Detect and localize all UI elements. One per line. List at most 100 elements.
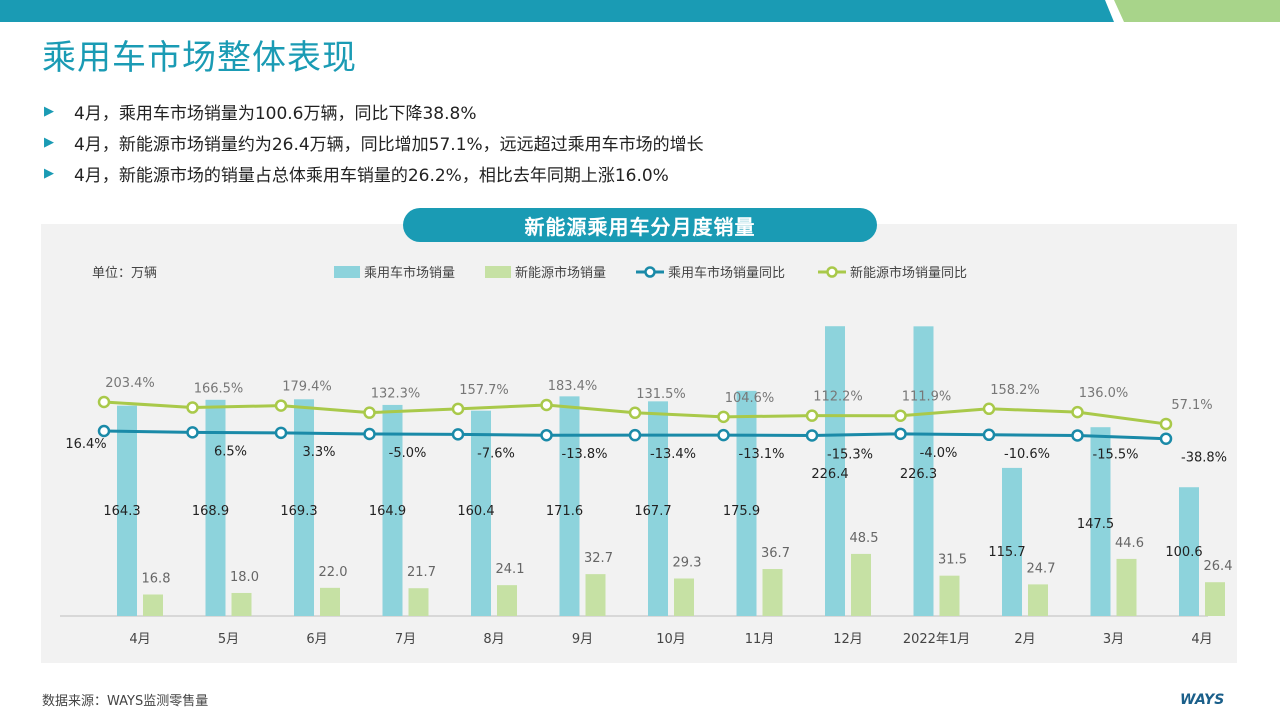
bar-nev <box>1205 582 1225 616</box>
marker-nev-yoy <box>186 401 199 414</box>
bar-total <box>825 326 845 616</box>
bar-label-nev: 32.7 <box>584 551 613 566</box>
top-banner-blue <box>0 0 1114 22</box>
marker-total-yoy <box>186 426 199 439</box>
marker-total-yoy <box>363 427 376 441</box>
legend-marker <box>826 266 838 278</box>
x-tick-label: 9月 <box>572 632 593 647</box>
label-total-yoy: -13.4% <box>650 447 696 462</box>
legend-label: 新能源市场销量 <box>515 265 606 281</box>
x-tick-label: 11月 <box>745 632 775 647</box>
bar-nev <box>674 578 694 616</box>
marker-nev-yoy <box>982 402 996 416</box>
marker-nev-yoy <box>274 399 288 412</box>
bullet-text: 4月，乘用车市场销量为100.6万辆，同比下降38.8% <box>74 104 477 124</box>
bar-nev <box>1116 558 1137 616</box>
label-nev-yoy: 132.3% <box>371 387 421 402</box>
bar-label-nev: 24.1 <box>496 562 525 577</box>
x-tick-label: 4月 <box>1191 632 1212 647</box>
unit-label: 单位：万辆 <box>92 266 157 281</box>
bar-nev <box>851 553 871 616</box>
bar-label-nev: 29.3 <box>673 555 702 570</box>
marker-total-yoy <box>1159 432 1173 445</box>
marker-total-yoy <box>628 428 642 442</box>
label-nev-yoy: 166.5% <box>194 382 244 397</box>
page-title: 乘用车市场整体表现 <box>42 38 357 78</box>
label-total-yoy: 16.4% <box>65 437 106 452</box>
bar-label-nev: 22.0 <box>319 565 348 580</box>
bullet-text: 4月，新能源市场销量约为26.4万辆，同比增加57.1%，远远超过乘用车市场的增… <box>74 135 704 155</box>
bar-total <box>913 326 934 616</box>
bar-total <box>294 399 314 616</box>
x-tick-label: 2022年1月 <box>903 632 970 647</box>
bar-label-total: 226.4 <box>811 467 848 482</box>
x-tick-label: 4月 <box>129 632 150 647</box>
marker-nev-yoy <box>1071 405 1084 419</box>
bar-nev <box>231 592 252 616</box>
bar-label-total: 175.9 <box>723 504 760 519</box>
chart-title: 新能源乘用车分月度销量 <box>403 208 877 242</box>
label-nev-yoy: 158.2% <box>990 383 1040 398</box>
bar-label-nev: 21.7 <box>407 565 436 580</box>
legend-swatch <box>485 266 511 278</box>
marker-total-yoy <box>97 424 111 438</box>
x-tick-label: 10月 <box>656 632 686 647</box>
x-tick-label: 2月 <box>1014 632 1035 647</box>
x-tick-label: 6月 <box>306 632 327 647</box>
bar-label-nev: 36.7 <box>761 546 790 561</box>
marker-nev-yoy <box>540 398 553 412</box>
marker-nev-yoy <box>1159 417 1173 431</box>
bar-nev <box>762 569 783 616</box>
label-nev-yoy: 131.5% <box>636 387 686 402</box>
x-tick-label: 7月 <box>395 632 416 647</box>
label-total-yoy: -7.6% <box>477 446 515 461</box>
label-nev-yoy: 157.7% <box>459 383 509 398</box>
bar-nev <box>497 585 517 616</box>
bar-label-total: 164.9 <box>369 504 406 519</box>
top-banner-green <box>1114 0 1280 22</box>
bar-label-nev: 31.5 <box>938 553 967 568</box>
bar-label-nev: 48.5 <box>850 531 879 546</box>
bar-label-total: 169.3 <box>280 504 317 519</box>
label-total-yoy: -10.6% <box>1004 447 1050 462</box>
label-nev-yoy: 57.1% <box>1171 398 1212 413</box>
bar-total <box>736 390 757 616</box>
label-nev-yoy: 203.4% <box>105 376 155 391</box>
bar-label-nev: 18.0 <box>230 570 259 585</box>
bullet-text: 4月，新能源市场的销量占总体乘用车销量的26.2%，相比去年同期上涨16.0% <box>74 166 669 186</box>
bar-label-total: 171.6 <box>546 504 583 519</box>
label-nev-yoy: 112.2% <box>813 390 863 405</box>
bullet-item: ▶ 4月，新能源市场销量约为26.4万辆，同比增加57.1%，远远超过乘用车市场… <box>44 127 1244 158</box>
bar-total <box>471 410 491 616</box>
label-nev-yoy: 183.4% <box>548 379 598 394</box>
bar-label-total: 100.6 <box>1165 545 1202 560</box>
summary-bullets: ▶ 4月，乘用车市场销量为100.6万辆，同比下降38.8% ▶ 4月，新能源市… <box>44 96 1244 189</box>
bar-nev <box>1028 584 1048 616</box>
bar-total <box>205 399 226 616</box>
marker-total-yoy <box>1071 429 1084 442</box>
legend-marker <box>644 266 656 278</box>
bar-total <box>1090 427 1111 616</box>
bar-nev <box>585 574 606 616</box>
marker-total-yoy <box>894 427 907 441</box>
legend-swatch <box>334 266 360 278</box>
label-nev-yoy: 104.6% <box>725 391 775 406</box>
label-total-yoy: 3.3% <box>302 445 335 460</box>
bar-total <box>1002 467 1022 616</box>
marker-nev-yoy <box>894 409 907 422</box>
triangle-right-icon: ▶ <box>44 104 54 119</box>
label-nev-yoy: 136.0% <box>1079 386 1129 401</box>
x-tick-label: 8月 <box>483 632 504 647</box>
bullet-item: ▶ 4月，乘用车市场销量为100.6万辆，同比下降38.8% <box>44 96 1244 127</box>
marker-nev-yoy <box>628 406 642 420</box>
bar-label-nev: 26.4 <box>1204 559 1233 574</box>
bar-label-total: 164.3 <box>103 504 140 519</box>
marker-total-yoy <box>451 428 465 441</box>
bar-label-nev: 44.6 <box>1115 536 1144 551</box>
bar-label-total: 160.4 <box>457 504 494 519</box>
bar-nev <box>320 587 340 616</box>
top-banner <box>0 0 1280 22</box>
bar-label-total: 115.7 <box>988 545 1025 560</box>
bar-total <box>382 404 403 616</box>
